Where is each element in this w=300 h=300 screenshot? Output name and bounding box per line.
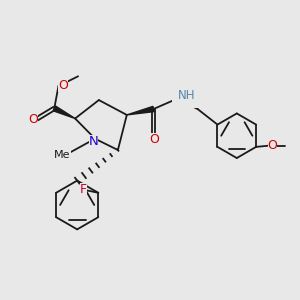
Polygon shape xyxy=(53,106,75,118)
Text: F: F xyxy=(80,183,87,196)
Text: O: O xyxy=(58,79,68,92)
Text: O: O xyxy=(28,113,38,127)
Text: O: O xyxy=(149,133,159,146)
Text: Me: Me xyxy=(54,150,71,160)
Text: O: O xyxy=(268,139,278,152)
Text: H: H xyxy=(176,91,184,101)
Text: N: N xyxy=(89,135,98,148)
Text: N: N xyxy=(172,90,182,103)
Text: NH: NH xyxy=(178,89,195,102)
Polygon shape xyxy=(127,106,154,115)
